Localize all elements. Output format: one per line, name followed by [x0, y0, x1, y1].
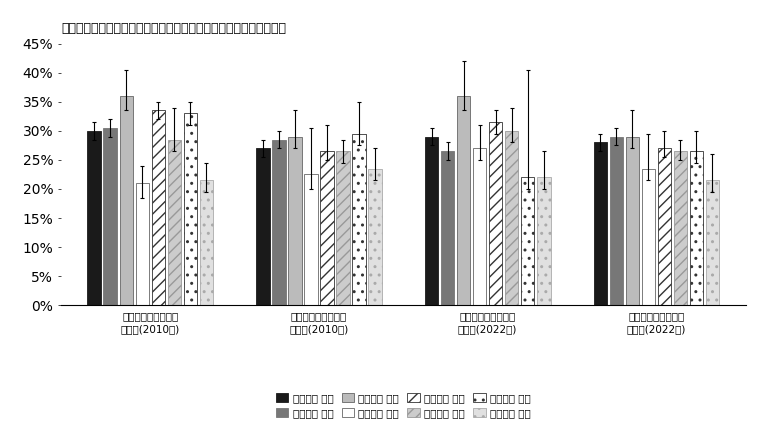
Bar [272, 140, 285, 305]
Bar [304, 174, 318, 305]
Bar [167, 140, 181, 305]
Bar [256, 148, 269, 305]
Bar [594, 143, 607, 305]
Bar [489, 122, 502, 305]
Bar [103, 128, 117, 305]
Text: 図４　年齢・社会経済人口要因の調整前後での経験率（自己啓発）: 図４ 年齢・社会経済人口要因の調整前後での経験率（自己啓発） [61, 23, 286, 35]
Bar [441, 151, 454, 305]
Bar [135, 183, 149, 305]
Bar [88, 131, 101, 305]
Bar [320, 151, 334, 305]
Bar [368, 169, 382, 305]
Bar [705, 180, 719, 305]
Bar [658, 148, 671, 305]
Bar [288, 136, 301, 305]
Bar [673, 151, 687, 305]
Bar [610, 136, 623, 305]
Bar [689, 151, 703, 305]
Bar [352, 134, 366, 305]
Bar [521, 177, 534, 305]
Bar [537, 177, 550, 305]
Bar [151, 110, 165, 305]
Bar [505, 131, 518, 305]
Bar [457, 96, 470, 305]
Bar [425, 136, 438, 305]
Legend: 配偶者無 男性, 配偶者無 女性, 配偶者有 男性, 配偶者有 女性, 子ども無 男性, 子ども無 女性, 子ども有 男性, 子ども有 女性: 配偶者無 男性, 配偶者無 女性, 配偶者有 男性, 配偶者有 女性, 子ども無… [272, 389, 535, 422]
Bar [183, 113, 197, 305]
Bar [626, 136, 639, 305]
Bar [119, 96, 133, 305]
Bar [473, 148, 486, 305]
Bar [199, 180, 213, 305]
Bar [642, 169, 655, 305]
Bar [336, 151, 350, 305]
